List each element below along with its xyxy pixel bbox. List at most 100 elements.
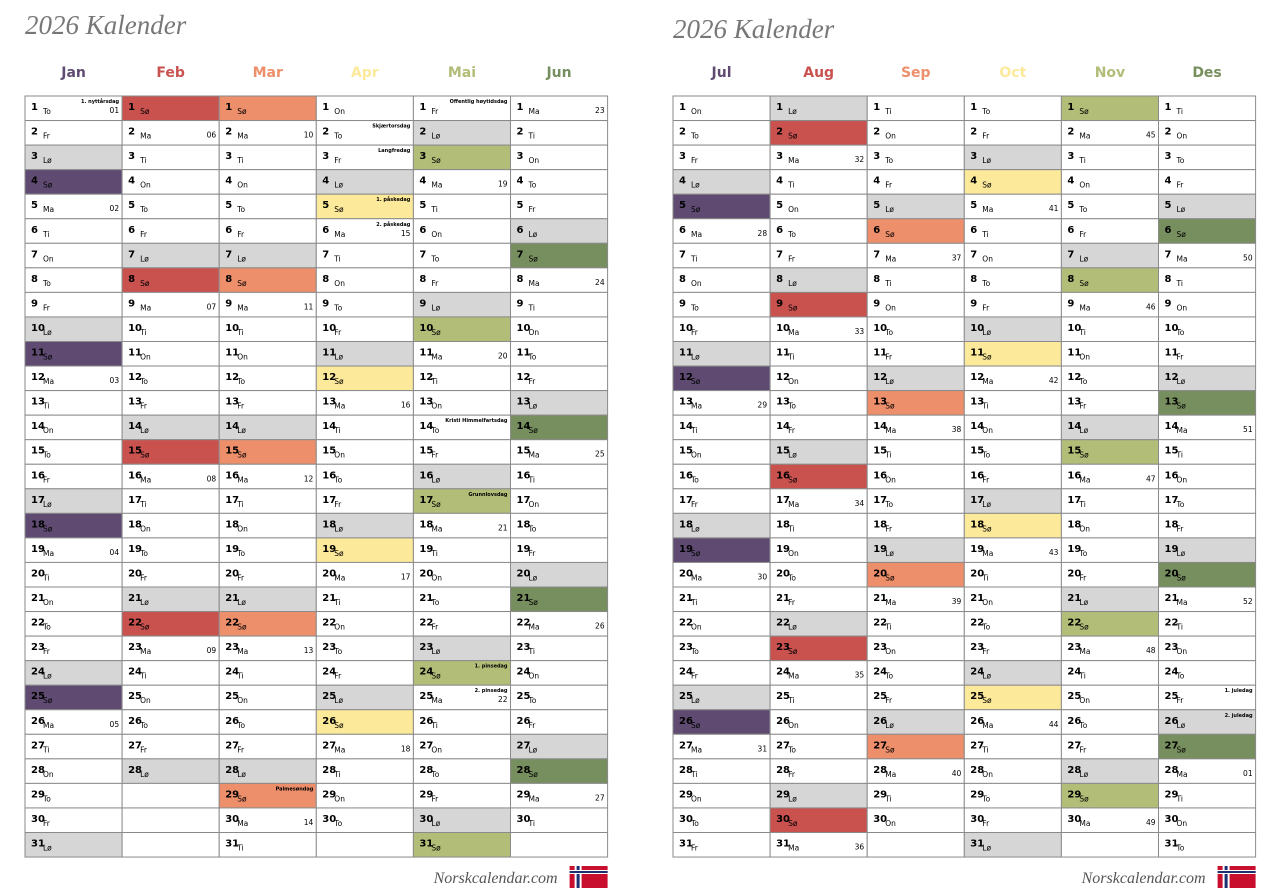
weekday: Lø bbox=[43, 844, 52, 853]
flag-blue-v bbox=[576, 866, 580, 888]
weekday: To bbox=[42, 451, 51, 460]
day-number: 11 bbox=[419, 348, 433, 359]
day-cell bbox=[1158, 758, 1257, 784]
weekday: On bbox=[334, 451, 345, 460]
day-number: 2 bbox=[679, 127, 686, 138]
day-number: 10 bbox=[873, 323, 887, 334]
weekday: Fr bbox=[691, 328, 699, 337]
day-number: 27 bbox=[970, 740, 984, 751]
day-cell bbox=[121, 635, 220, 662]
day-number: 3 bbox=[1165, 151, 1172, 162]
day-number: 16 bbox=[679, 470, 693, 481]
weekday: Lø bbox=[885, 549, 894, 558]
weekday: Ma bbox=[140, 132, 151, 141]
weekday: Sø bbox=[1177, 745, 1187, 754]
day-number: 26 bbox=[517, 716, 531, 727]
weekday: On bbox=[982, 598, 993, 607]
day-number: 30 bbox=[517, 814, 531, 825]
weekday: Lø bbox=[334, 524, 343, 533]
weekday: On bbox=[691, 451, 702, 460]
day-number: 1 bbox=[679, 102, 686, 113]
weekday: Lø bbox=[43, 156, 52, 165]
weekday: Lø bbox=[431, 647, 440, 656]
weekday: Fr bbox=[1079, 230, 1087, 239]
day-number: 26 bbox=[225, 716, 239, 727]
weekday: Ti bbox=[236, 672, 243, 681]
day-number: 9 bbox=[517, 298, 524, 309]
day-number: 24 bbox=[517, 667, 531, 678]
weekday: Ti bbox=[139, 156, 146, 165]
day-number: 22 bbox=[1165, 618, 1179, 629]
week-number: 07 bbox=[207, 302, 217, 311]
day-cell bbox=[412, 218, 511, 244]
day-number: 16 bbox=[517, 470, 531, 481]
day-number: 4 bbox=[1067, 176, 1074, 187]
weekday: Ma bbox=[529, 279, 540, 288]
day-number: 17 bbox=[31, 495, 45, 506]
day-cell bbox=[412, 512, 511, 539]
weekday: On bbox=[237, 696, 248, 705]
holiday: 1. påskedag bbox=[376, 196, 411, 203]
day-number: 7 bbox=[970, 249, 977, 260]
weekday: Lø bbox=[43, 500, 52, 509]
day-number: 27 bbox=[1067, 740, 1081, 751]
day-number: 1 bbox=[128, 102, 135, 113]
day-number: 7 bbox=[1165, 249, 1172, 260]
day-number: 14 bbox=[1165, 421, 1179, 432]
day-cell bbox=[866, 537, 965, 563]
day-cell bbox=[24, 120, 123, 146]
day-number: 4 bbox=[776, 176, 783, 187]
day-cell bbox=[121, 120, 220, 146]
day-number: 9 bbox=[31, 298, 38, 309]
day-cell bbox=[510, 807, 609, 834]
weekday: To bbox=[430, 598, 439, 607]
weekday: On bbox=[529, 500, 540, 509]
weekday: To bbox=[139, 377, 148, 386]
weekday: Ti bbox=[333, 254, 340, 263]
day-number: 4 bbox=[517, 176, 524, 187]
day-number: 20 bbox=[776, 568, 790, 579]
day-cell bbox=[510, 267, 609, 293]
weekday: On bbox=[43, 254, 54, 263]
day-cell bbox=[121, 782, 220, 809]
holiday: Palmesøndag bbox=[276, 786, 314, 792]
day-number: 21 bbox=[31, 593, 45, 604]
week-number: 01 bbox=[110, 106, 120, 115]
day-cell bbox=[672, 95, 771, 122]
month-name: Mar bbox=[253, 65, 283, 81]
weekday: Ti bbox=[528, 475, 535, 484]
day-number: 24 bbox=[679, 667, 693, 678]
day-number: 1 bbox=[1165, 102, 1172, 113]
day-number: 3 bbox=[128, 151, 135, 162]
weekday: Lø bbox=[431, 303, 440, 312]
day-number: 10 bbox=[679, 323, 693, 334]
day-cell bbox=[121, 267, 220, 293]
day-number: 14 bbox=[128, 421, 142, 432]
day-cell bbox=[218, 267, 317, 293]
day-cell bbox=[1158, 95, 1257, 122]
weekday: Sø bbox=[982, 524, 992, 533]
day-number: 31 bbox=[1165, 839, 1179, 850]
day-number: 3 bbox=[225, 151, 232, 162]
day-cell bbox=[121, 390, 220, 416]
weekday: Lø bbox=[1177, 549, 1186, 558]
day-cell bbox=[121, 832, 220, 858]
weekday: To bbox=[528, 524, 537, 533]
day-number: 11 bbox=[128, 348, 142, 359]
weekday: Lø bbox=[691, 181, 700, 190]
day-cell bbox=[510, 782, 609, 809]
weekday: Sø bbox=[1079, 107, 1089, 116]
day-cell bbox=[1060, 120, 1160, 146]
day-cell bbox=[963, 169, 1062, 195]
day-cell bbox=[1158, 439, 1257, 465]
day-cell bbox=[1060, 635, 1160, 662]
day-number: 16 bbox=[970, 470, 984, 481]
weekday: Lø bbox=[982, 328, 991, 337]
weekday: Ma bbox=[529, 794, 540, 803]
day-cell bbox=[1060, 291, 1160, 318]
weekday: Sø bbox=[1177, 230, 1187, 239]
day-number: 17 bbox=[679, 495, 693, 506]
weekday: Ma bbox=[334, 573, 345, 582]
weekday: Sø bbox=[237, 279, 247, 288]
